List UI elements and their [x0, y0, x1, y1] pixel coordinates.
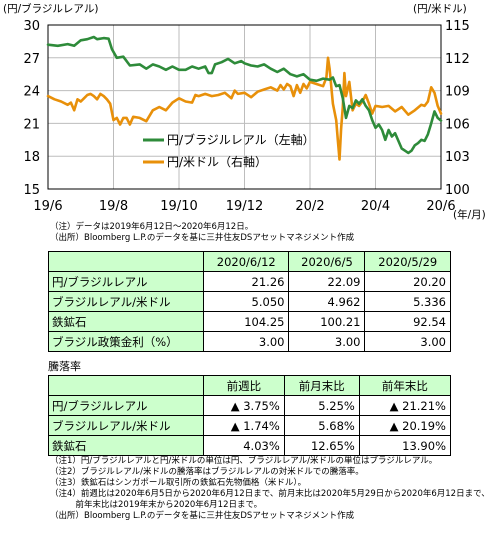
table-row: ブラジルレアル/米ドル 5.050 4.962 5.336 [48, 291, 451, 312]
table-cell: 3.00 [202, 331, 290, 352]
table-cell: 3.00 [288, 331, 366, 352]
x-axis-unit: (年/月) [453, 208, 486, 221]
table-row: 鉄鉱石 104.25 100.21 92.54 [48, 311, 451, 332]
table-header-row: 前週比 前月末比 前年末比 [48, 375, 452, 396]
x-tick-label: 19/8 [99, 199, 128, 214]
table-cell: ▲ 21.21% [358, 395, 452, 416]
table-row: ブラジルレアル/米ドル ▲ 1.74% 5.68% ▲ 20.19% [48, 415, 452, 436]
x-tick-label: 19/6 [33, 199, 62, 214]
table-cell: 13.90% [358, 435, 452, 456]
table-cell: 12.65% [283, 435, 360, 456]
row-label: 円/ブラジルレアル [48, 271, 204, 292]
table-header: 前週比 [203, 375, 285, 396]
table-cell: 5.25% [283, 395, 360, 416]
table-header: 2020/5/29 [364, 251, 451, 272]
table-cell: 3.00 [364, 331, 451, 352]
x-tick-label: 20/6 [426, 199, 455, 214]
right-y-tick-label: 103 [445, 150, 470, 165]
legend: 円/ブラジルレアル（左軸） 円/米ドル（右軸） [143, 132, 315, 169]
right-y-tick-label: 100 [445, 183, 470, 198]
note-source-bottom: （出所）Bloomberg L.P.のデータを基に三井住友DSアセットマネジメン… [50, 511, 355, 521]
table-row: ブラジル政策金利（%） 3.00 3.00 3.00 [48, 331, 451, 352]
left-y-tick-label: 30 [23, 19, 40, 34]
table-header: 2020/6/12 [202, 251, 290, 272]
series-line-jpy-usd [46, 56, 443, 161]
left-y-tick-label: 18 [23, 150, 40, 165]
table-header: 前月末比 [283, 375, 360, 396]
table-row: 円/ブラジルレアル ▲ 3.75% 5.25% ▲ 21.21% [48, 395, 452, 416]
table-cell: ▲ 1.74% [203, 415, 285, 436]
legend-label-jpy-usd: 円/米ドル（右軸） [167, 154, 267, 169]
table-corner-cell [48, 375, 204, 396]
exchange-rate-chart: 30 115 27 112 24 109 21 106 18 103 15 100 19/6 19/8 19… [3, 2, 486, 221]
right-y-tick-label: 112 [445, 52, 470, 67]
note-4-continued: 前年末比は2019年末から2020年6月12日まで。 [50, 500, 263, 510]
left-y-tick-label: 15 [23, 183, 40, 198]
table-cell: 5.336 [364, 291, 451, 312]
table-header-row: 2020/6/12 2020/6/5 2020/5/29 [48, 251, 451, 272]
change-rate-title: 騰落率 [48, 360, 81, 373]
plot-frame [47, 24, 442, 190]
row-label: ブラジル政策金利（%） [48, 331, 204, 352]
note-3: （注3）鉄鉱石はシンガポール取引所の鉄鉱石先物価格（米ドル）。 [50, 478, 307, 488]
series-line-jpy-brl [46, 35, 443, 155]
row-label: ブラジルレアル/米ドル [48, 415, 204, 436]
right-y-tick-label: 109 [445, 85, 470, 100]
table-corner-cell [48, 251, 204, 272]
right-axis-unit: (円/米ドル) [413, 2, 467, 15]
table-cell: ▲ 3.75% [203, 395, 285, 416]
table-cell: 21.26 [202, 271, 290, 292]
note-2: （注2）ブラジルレアル/米ドルの騰落率はブラジルレアルの対米ドルでの騰落率。 [50, 467, 364, 477]
table-cell: 5.050 [202, 291, 290, 312]
table-row: 円/ブラジルレアル 21.26 22.09 20.20 [48, 271, 451, 292]
table-cell: 104.25 [202, 311, 290, 332]
table-cell: 5.68% [283, 415, 360, 436]
table-header: 2020/6/5 [288, 251, 366, 272]
table-cell: 4.962 [288, 291, 366, 312]
row-label: 鉄鉱石 [48, 435, 204, 456]
row-label: 鉄鉱石 [48, 311, 204, 332]
table-cell: 4.03% [203, 435, 285, 456]
table-cell: 92.54 [364, 311, 451, 332]
legend-label-jpy-brl: 円/ブラジルレアル（左軸） [167, 132, 315, 147]
x-tick-label: 20/4 [361, 199, 390, 214]
note-data-period: （注）データは2019年6月12日～2020年6月12日。 [50, 222, 254, 232]
table-header: 前年末比 [358, 375, 452, 396]
table-cell: 100.21 [288, 311, 366, 332]
left-y-tick-label: 27 [23, 52, 40, 67]
row-label: 円/ブラジルレアル [48, 395, 204, 416]
table-cell: ▲ 20.19% [358, 415, 452, 436]
left-axis-unit: (円/ブラジルレアル) [3, 2, 98, 15]
table-row: 鉄鉱石 4.03% 12.65% 13.90% [48, 435, 452, 456]
left-y-tick-label: 24 [23, 85, 40, 100]
right-y-tick-label: 106 [445, 117, 470, 132]
note-4: （注4）前週比は2020年6月5日から2020年6月12日まで、前月末比は202… [50, 489, 490, 499]
change-rate-table: 前週比 前月末比 前年末比 円/ブラジルレアル ▲ 3.75% 5.25% ▲ … [48, 375, 452, 456]
x-tick-label: 20/2 [295, 199, 324, 214]
latest-values-table: 2020/6/12 2020/6/5 2020/5/29 円/ブラジルレアル 2… [48, 251, 451, 352]
x-tick-label: 19/10 [160, 199, 197, 214]
right-y-tick-label: 115 [445, 19, 470, 34]
row-label: ブラジルレアル/米ドル [48, 291, 204, 312]
table-cell: 20.20 [364, 271, 451, 292]
x-tick-label: 19/12 [226, 199, 263, 214]
left-y-tick-label: 21 [23, 117, 40, 132]
note-1: （注1）円/ブラジルレアルと円/米ドルの単位は円、ブラジルレアル/米ドルの単位は… [50, 456, 438, 466]
note-source-top: （出所）Bloomberg L.P.のデータを基に三井住友DSアセットマネジメン… [50, 233, 355, 243]
table-cell: 22.09 [288, 271, 366, 292]
